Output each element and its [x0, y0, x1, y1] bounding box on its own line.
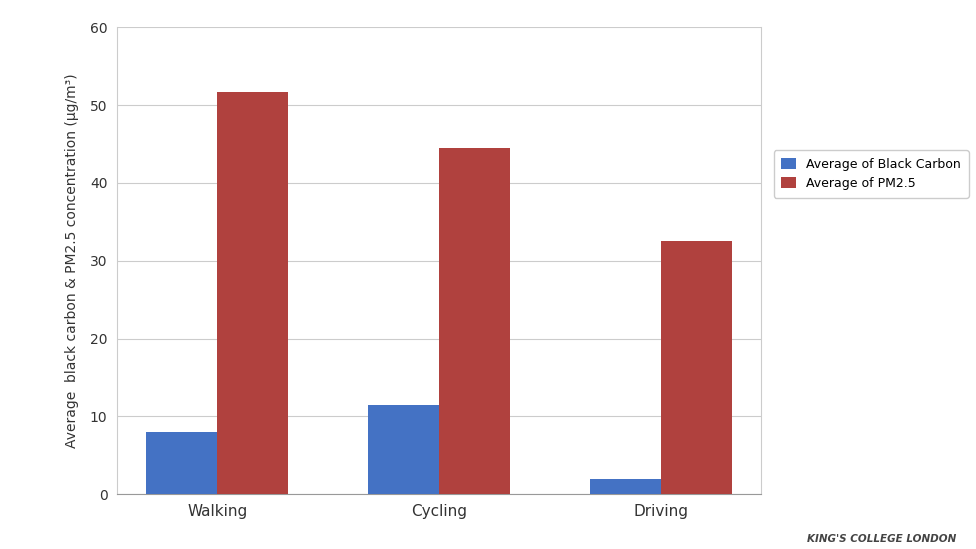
Bar	[661, 242, 732, 494]
Bar	[368, 405, 439, 494]
Bar	[590, 479, 661, 494]
Bar	[146, 432, 218, 494]
Bar	[439, 148, 510, 494]
Bar	[218, 92, 288, 494]
Legend: Average of Black Carbon, Average of PM2.5: Average of Black Carbon, Average of PM2.…	[774, 150, 969, 198]
Y-axis label: Average  black carbon & PM2.5 concentration (µg/m³): Average black carbon & PM2.5 concentrati…	[64, 74, 79, 448]
Text: KING'S COLLEGE LONDON: KING'S COLLEGE LONDON	[807, 534, 956, 544]
